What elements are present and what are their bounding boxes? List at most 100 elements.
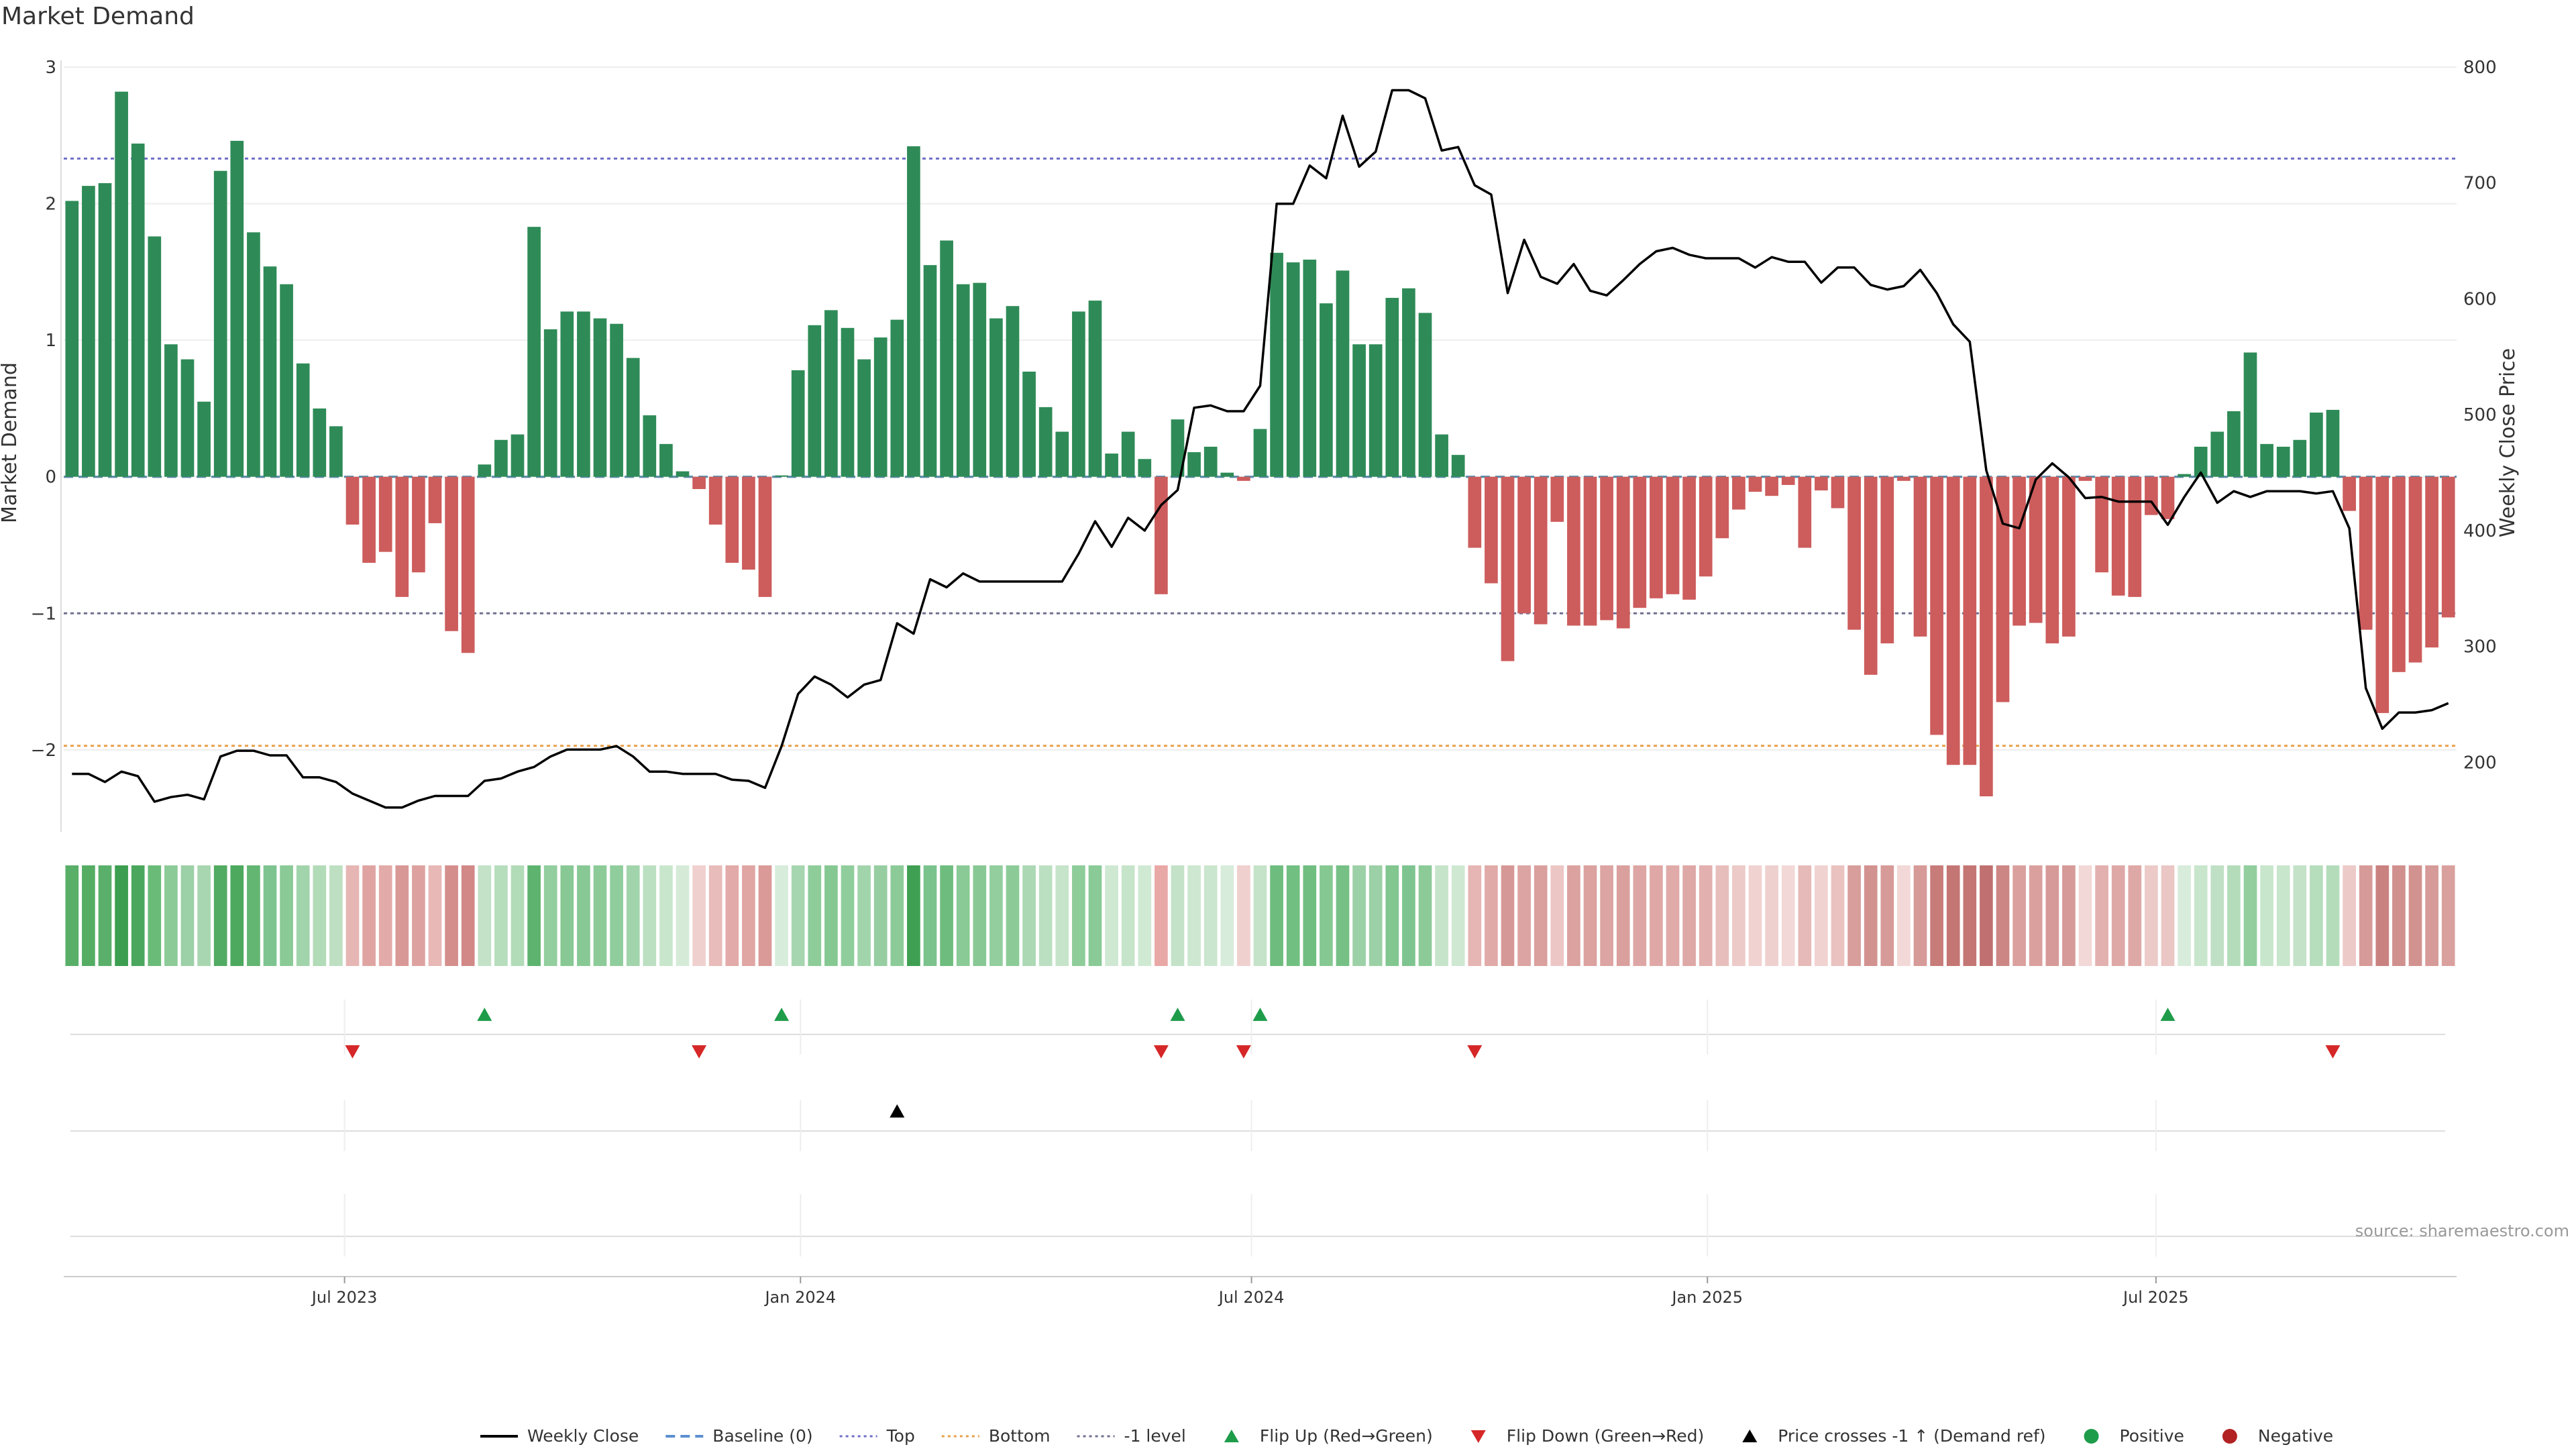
flip-up-marker bbox=[2160, 1008, 2176, 1021]
heat-cell bbox=[808, 865, 822, 966]
demand-bar bbox=[1715, 476, 1729, 539]
heat-cell bbox=[890, 865, 904, 966]
heat-cell bbox=[148, 865, 162, 966]
y2-tick-label: 400 bbox=[2463, 521, 2497, 541]
flip-up-marker bbox=[774, 1008, 790, 1021]
heat-cell bbox=[956, 865, 970, 966]
demand-bar bbox=[1006, 306, 1020, 477]
heat-cell bbox=[1006, 865, 1020, 966]
heat-cell bbox=[1963, 865, 1977, 966]
demand-bar bbox=[378, 476, 392, 552]
heat-cell bbox=[1088, 865, 1102, 966]
heat-cell bbox=[197, 865, 211, 966]
heat-cell bbox=[659, 865, 673, 966]
heat-cell bbox=[1038, 865, 1053, 966]
heat-cell bbox=[2095, 865, 2108, 966]
demand-bar bbox=[1666, 476, 1680, 594]
demand-bar bbox=[2161, 476, 2175, 519]
heat-cell bbox=[2178, 865, 2191, 966]
demand-bar bbox=[494, 439, 508, 477]
heat-cell bbox=[1815, 865, 1828, 966]
demand-bar bbox=[65, 201, 79, 477]
demand-bar bbox=[1600, 476, 1613, 621]
heat-cell bbox=[412, 865, 425, 966]
demand-bar bbox=[1320, 303, 1333, 477]
heat-cell bbox=[313, 865, 327, 966]
demand-bar bbox=[1980, 476, 1993, 797]
heat-cell bbox=[1187, 865, 1201, 966]
heat-cell bbox=[1583, 865, 1597, 966]
demand-bar bbox=[2425, 476, 2438, 648]
heat-cell bbox=[775, 865, 788, 966]
demand-bar bbox=[1781, 476, 1795, 485]
demand-bar bbox=[626, 358, 640, 477]
heat-cell bbox=[708, 865, 722, 966]
heat-cell bbox=[2243, 865, 2257, 966]
demand-bar bbox=[329, 426, 343, 477]
heat-cell bbox=[2012, 865, 2026, 966]
x-tick-label: Jul 2025 bbox=[2122, 1288, 2189, 1307]
demand-bar bbox=[1732, 476, 1746, 510]
heat-cell bbox=[1402, 865, 1415, 966]
chart-title: Market Demand bbox=[1, 3, 195, 30]
heat-cell bbox=[2359, 865, 2373, 966]
demand-bar bbox=[1418, 313, 1432, 477]
demand-bar bbox=[362, 476, 376, 563]
y-tick-label: 1 bbox=[45, 331, 56, 351]
y-tick-label: −2 bbox=[31, 741, 56, 761]
heat-cell bbox=[131, 865, 145, 966]
heat-cell bbox=[2210, 865, 2224, 966]
legend-label: Top bbox=[886, 1426, 915, 1446]
heat-cell bbox=[65, 865, 79, 966]
heat-cell bbox=[725, 865, 739, 966]
heat-cell bbox=[923, 865, 937, 966]
heat-cell bbox=[1781, 865, 1795, 966]
legend-item: Flip Up (Red→Green) bbox=[1224, 1426, 1433, 1446]
demand-heat-strip bbox=[65, 865, 2455, 966]
price-cross-marker bbox=[890, 1104, 905, 1118]
demand-bar bbox=[1765, 476, 1778, 496]
heat-cell bbox=[2276, 865, 2290, 966]
y2-tick-label: 800 bbox=[2463, 58, 2497, 78]
y2-axis-title: Weekly Close Price bbox=[2496, 348, 2520, 537]
heat-cell bbox=[2145, 865, 2158, 966]
heat-cell bbox=[1980, 865, 1993, 966]
legend-label: Flip Down (Green→Red) bbox=[1507, 1426, 1705, 1446]
demand-bar bbox=[758, 476, 772, 597]
demand-bar bbox=[1352, 344, 1366, 477]
heat-cell bbox=[1633, 865, 1647, 966]
heat-cell bbox=[2310, 865, 2323, 966]
demand-bar bbox=[445, 476, 458, 631]
heat-cell bbox=[494, 865, 508, 966]
heat-cell bbox=[873, 865, 888, 966]
demand-bar bbox=[478, 464, 492, 477]
heat-cell bbox=[428, 865, 442, 966]
demand-bar bbox=[956, 284, 970, 477]
demand-bar bbox=[2128, 476, 2142, 597]
heat-cell bbox=[1798, 865, 1812, 966]
demand-bar bbox=[907, 146, 920, 477]
demand-bar bbox=[1946, 476, 1960, 765]
heat-cell bbox=[1385, 865, 1399, 966]
axes: 3 2 1 0 −1 −2 800 700 600 500 400 300 200 bbox=[31, 58, 2497, 832]
flip-up-marker bbox=[477, 1008, 492, 1021]
demand-bar bbox=[2310, 413, 2323, 477]
demand-bar bbox=[1187, 452, 1201, 477]
legend-label: -1 level bbox=[1124, 1426, 1186, 1446]
demand-bar bbox=[2359, 476, 2373, 630]
demand-bar bbox=[280, 284, 293, 477]
heat-cell bbox=[1715, 865, 1729, 966]
flip-up-marker bbox=[1252, 1008, 1268, 1021]
demand-bar bbox=[2293, 439, 2307, 477]
demand-bar bbox=[1138, 459, 1152, 477]
demand-bar bbox=[1088, 301, 1102, 477]
price-layer bbox=[72, 89, 2449, 809]
x-tick-label: Jan 2024 bbox=[763, 1288, 836, 1307]
heat-cell bbox=[115, 865, 128, 966]
demand-bar bbox=[511, 434, 525, 477]
demand-bar bbox=[1203, 446, 1218, 477]
heat-cell bbox=[164, 865, 178, 966]
heat-cell bbox=[643, 865, 657, 966]
demand-bar bbox=[1105, 453, 1118, 477]
heat-cell bbox=[1847, 865, 1861, 966]
